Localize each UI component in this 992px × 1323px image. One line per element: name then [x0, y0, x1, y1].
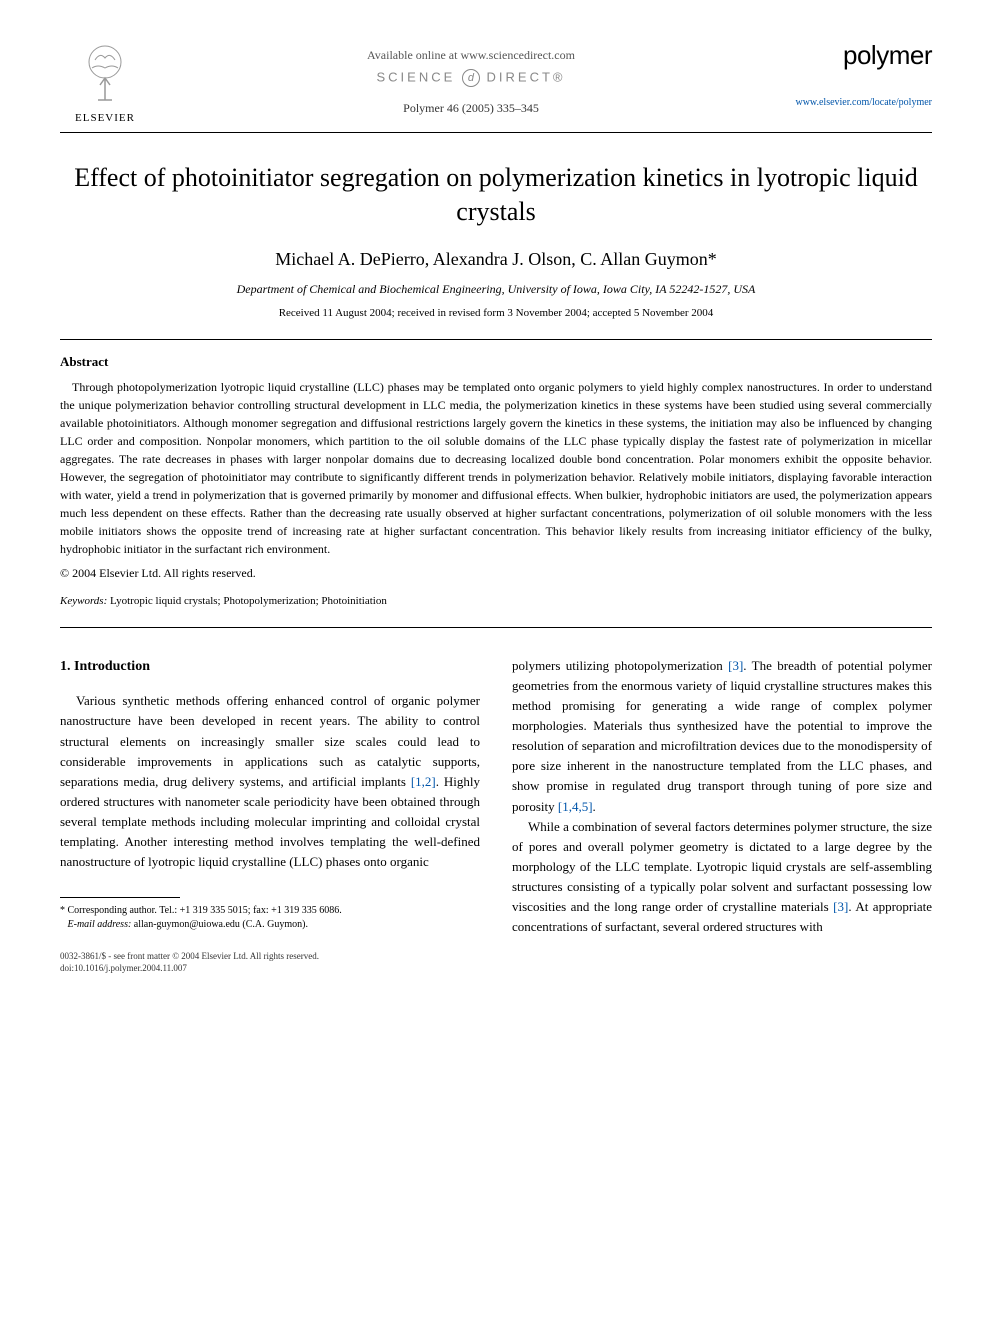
journal-block: polymer www.elsevier.com/locate/polymer — [792, 40, 932, 108]
dates-line: Received 11 August 2004; received in rev… — [60, 307, 932, 319]
ref-link-3[interactable]: [3] — [728, 658, 743, 673]
page-header: ELSEVIER Available online at www.science… — [60, 40, 932, 124]
available-online-text: Available online at www.sciencedirect.co… — [150, 48, 792, 63]
journal-name: polymer — [792, 40, 932, 71]
sd-at-icon: d — [462, 69, 480, 87]
ref-link-1-4-5[interactable]: [1,4,5] — [558, 799, 593, 814]
article-title: Effect of photoinitiator segregation on … — [60, 161, 932, 229]
authors-line: Michael A. DePierro, Alexandra J. Olson,… — [60, 249, 932, 270]
corresponding-author-footnote: * Corresponding author. Tel.: +1 319 335… — [60, 904, 480, 932]
abstract-text: Through photopolymerization lyotropic li… — [60, 378, 932, 558]
sd-text-left: SCIENCE — [376, 69, 455, 84]
intro-paragraph-1-cont: polymers utilizing photopolymerization [… — [512, 656, 932, 817]
abstract-heading: Abstract — [60, 354, 932, 370]
keywords-values: Lyotropic liquid crystals; Photopolymeri… — [107, 595, 387, 607]
sd-text-right: DIRECT® — [487, 69, 566, 84]
citation-line: Polymer 46 (2005) 335–345 — [150, 101, 792, 116]
elsevier-tree-icon — [70, 40, 140, 110]
intro-p1c-text-b: . The breadth of potential polymer geome… — [512, 658, 932, 814]
publisher-logo-block: ELSEVIER — [60, 40, 150, 124]
footer-line-2: doi:10.1016/j.polymer.2004.11.007 — [60, 962, 480, 975]
keywords-line: Keywords: Lyotropic liquid crystals; Pho… — [60, 595, 932, 607]
footnote-email-value: allan-guymon@uiowa.edu (C.A. Guymon). — [131, 919, 308, 930]
abstract-copyright: © 2004 Elsevier Ltd. All rights reserved… — [60, 566, 932, 581]
footer-copyright: 0032-3861/$ - see front matter © 2004 El… — [60, 950, 480, 975]
journal-link[interactable]: www.elsevier.com/locate/polymer — [792, 97, 932, 108]
intro-p1c-text-c: . — [593, 799, 596, 814]
affiliation-line: Department of Chemical and Biochemical E… — [60, 282, 932, 297]
body-columns: 1. Introduction Various synthetic method… — [60, 656, 932, 975]
footnote-email-label: E-mail address: — [68, 919, 132, 930]
footer-line-1: 0032-3861/$ - see front matter © 2004 El… — [60, 950, 480, 963]
intro-paragraph-2: While a combination of several factors d… — [512, 817, 932, 938]
footnote-corr-line: * Corresponding author. Tel.: +1 319 335… — [60, 904, 480, 918]
abstract-top-rule — [60, 339, 932, 340]
right-column: polymers utilizing photopolymerization [… — [512, 656, 932, 975]
ref-link-3b[interactable]: [3] — [833, 899, 848, 914]
sciencedirect-logo: SCIENCE d DIRECT® — [150, 69, 792, 87]
ref-link-1-2[interactable]: [1,2] — [411, 774, 436, 789]
center-header: Available online at www.sciencedirect.co… — [150, 40, 792, 116]
footnote-separator — [60, 897, 180, 898]
left-column: 1. Introduction Various synthetic method… — [60, 656, 480, 975]
section-heading-intro: 1. Introduction — [60, 656, 480, 678]
footnote-email-line: E-mail address: allan-guymon@uiowa.edu (… — [60, 918, 480, 932]
abstract-bottom-rule — [60, 627, 932, 628]
intro-paragraph-1: Various synthetic methods offering enhan… — [60, 691, 480, 872]
publisher-label: ELSEVIER — [75, 112, 135, 124]
header-rule — [60, 132, 932, 133]
keywords-label: Keywords: — [60, 595, 107, 607]
intro-p1c-text-a: polymers utilizing photopolymerization — [512, 658, 728, 673]
